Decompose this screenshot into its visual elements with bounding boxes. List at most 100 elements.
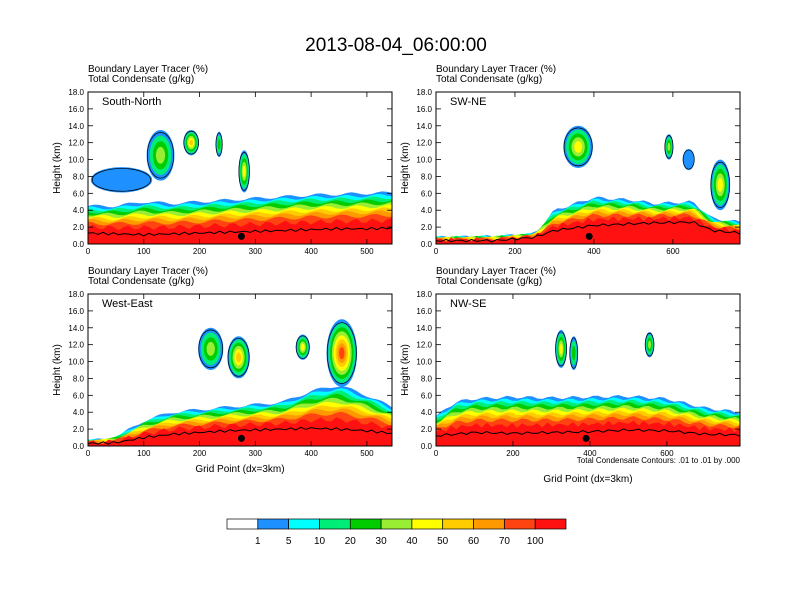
y-tick-label: 12.0 (416, 341, 432, 350)
plot-frame (435, 91, 741, 245)
condensate-contour (227, 337, 250, 377)
panel-name: West-East (102, 298, 153, 310)
panel-name: NW-SE (450, 298, 486, 310)
plot-frame (435, 293, 741, 447)
x-tick-label: 0 (86, 247, 91, 256)
y-tick-label: 14.0 (68, 324, 84, 333)
location-marker (582, 434, 590, 442)
condensate-contour (295, 335, 310, 359)
x-tick-label: 100 (137, 247, 151, 256)
tracer-core (88, 218, 392, 244)
panel-south-north: Boundary Layer Tracer (%)Total Condensat… (52, 64, 393, 256)
plume-level (574, 141, 583, 153)
plume-level (242, 165, 246, 178)
plot-area (436, 329, 740, 446)
condensate-contour (238, 152, 250, 191)
terrain-line (436, 220, 740, 243)
y-tick-label: 2.0 (73, 425, 85, 434)
colorbar-swatch (442, 518, 474, 530)
plume-level (90, 167, 153, 193)
y-tick-label: 6.0 (421, 391, 433, 400)
panel-header-condensate: Total Condensate (g/kg) (436, 74, 542, 85)
colorbar-swatch (257, 518, 289, 530)
y-axis-label: Height (km) (400, 142, 411, 194)
condensate-contour (710, 161, 731, 209)
tracer-plume-2 (183, 129, 199, 156)
tracer-plume-1 (555, 329, 567, 368)
y-tick-label: 2.0 (421, 223, 433, 232)
panel-name-bg (100, 95, 158, 109)
tracer-plume-4 (710, 159, 731, 211)
colorbar-swatch (504, 518, 536, 530)
x-tick-label: 400 (583, 449, 597, 458)
tracer-plume-2 (664, 134, 674, 160)
y-tick-label: 18.0 (416, 290, 432, 299)
colorbar-swatch (226, 518, 259, 530)
x-tick-label: 400 (587, 247, 601, 256)
condensate-contour (563, 127, 593, 167)
y-tick-label: 14.0 (68, 122, 84, 131)
tracer-plume-1 (198, 327, 224, 370)
tracer-plume-3 (215, 131, 223, 158)
condensate-contour (326, 322, 357, 384)
condensate-contour (198, 329, 223, 369)
y-tick-label: 8.0 (73, 172, 85, 181)
terrain-line (88, 426, 392, 445)
colorbar-label: 70 (499, 536, 511, 547)
condensate-contour (92, 168, 151, 192)
condensate-contour (682, 149, 695, 170)
condensate-contour (664, 135, 674, 159)
plume-level (682, 148, 695, 171)
terrain-line (436, 428, 740, 437)
colorbar-label: 20 (345, 536, 357, 547)
colorbar: 1 5 10 20 30 40 50 60 70 100 (226, 518, 567, 547)
y-tick-label: 18.0 (416, 88, 432, 97)
x-tick-label: 400 (304, 449, 318, 458)
plume-level (217, 138, 221, 150)
colorbar-swatch (288, 518, 320, 530)
x-tick-label: 0 (86, 449, 91, 458)
x-tick-label: 0 (434, 247, 439, 256)
colorbar-label: 10 (314, 536, 326, 547)
colorbar-label: 40 (406, 536, 418, 547)
condensate-contour (569, 337, 579, 369)
y-tick-label: 16.0 (68, 105, 84, 114)
colorbar-swatch (473, 518, 505, 530)
panel-sw-ne: Boundary Layer Tracer (%)Total Condensat… (400, 64, 741, 256)
x-tick-label: 500 (360, 247, 374, 256)
x-tick-label: 500 (360, 449, 374, 458)
y-axis-label: Height (km) (52, 344, 63, 396)
colorbar-label: 60 (468, 536, 480, 547)
panel-header-tracer: Boundary Layer Tracer (%) (436, 266, 556, 277)
tracer-plume-3 (682, 148, 695, 171)
colorbar-label: 50 (437, 536, 449, 547)
tracer-core (88, 417, 392, 446)
plume-level (300, 343, 305, 351)
x-tick-label: 600 (660, 449, 674, 458)
panel-header-condensate: Total Condensate (g/kg) (436, 276, 542, 287)
plot-frame (87, 91, 393, 245)
y-tick-label: 8.0 (73, 374, 85, 383)
y-axis-label: Height (km) (400, 344, 411, 396)
plot-frame (87, 293, 393, 447)
condensate-contour (555, 331, 567, 367)
condensate-contour (644, 332, 655, 357)
tracer-plume-1 (563, 125, 593, 168)
panel-name: SW-NE (450, 96, 486, 108)
plume-level (155, 146, 166, 164)
colorbar-swatch (380, 518, 413, 530)
colorbar-label: 30 (376, 536, 388, 547)
panel-name: South-North (102, 96, 161, 108)
location-marker (237, 434, 245, 442)
condensate-contour (183, 130, 199, 155)
x-tick-label: 200 (193, 449, 207, 458)
panel-nw-se: Boundary Layer Tracer (%)Total Condensat… (400, 266, 741, 458)
x-tick-label: 200 (506, 449, 520, 458)
y-tick-label: 12.0 (68, 341, 84, 350)
y-tick-label: 12.0 (416, 139, 432, 148)
colorbar-label: 100 (527, 536, 544, 547)
panel-west-east: Boundary Layer Tracer (%)Total Condensat… (52, 266, 393, 458)
panel-header-tracer: Boundary Layer Tracer (%) (436, 64, 556, 75)
x-axis-label-left: Grid Point (dx=3km) (195, 464, 284, 475)
